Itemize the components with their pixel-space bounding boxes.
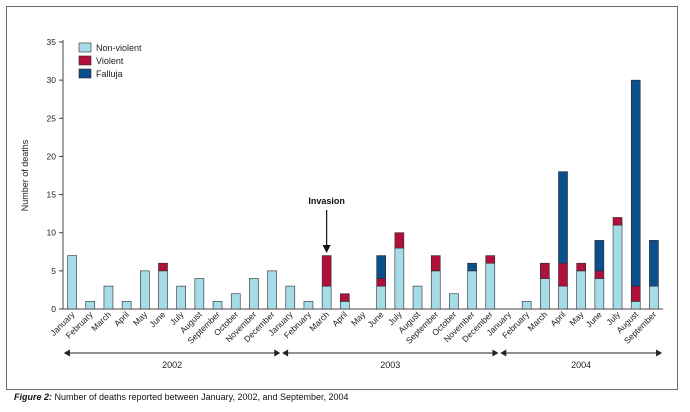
bar-segment-non-violent [649, 285, 659, 310]
bar-segment-non-violent [321, 285, 332, 310]
bar-segment-non-violent [212, 301, 223, 310]
bar-segment-non-violent [467, 270, 477, 310]
bar-segment-non-violent [412, 285, 423, 310]
bar-segment-non-violent [121, 301, 132, 310]
y-tick-label: 15 [47, 190, 57, 200]
bar-segment-non-violent [612, 224, 623, 310]
legend-swatch [78, 42, 92, 53]
bar-segment-non-violent [194, 278, 205, 310]
bar-segment-falluja [630, 79, 641, 287]
bar-segment-violent [558, 262, 568, 287]
y-tick-label: 20 [47, 151, 57, 161]
year-label: 2002 [162, 360, 182, 370]
bar-segment-non-violent [249, 278, 259, 310]
bar-segment-non-violent [594, 278, 605, 310]
x-tick-label: March [89, 309, 113, 333]
x-tick-label: April [112, 309, 131, 328]
y-tick-label: 30 [47, 75, 57, 85]
figure-caption: Figure 2: Number of deaths reported betw… [14, 392, 349, 402]
bar-segment-falluja [467, 262, 477, 272]
y-tick-label: 25 [47, 113, 57, 123]
legend-label: Falluja [96, 69, 123, 79]
bar-segment-falluja [649, 240, 659, 287]
bar-segment-non-violent [103, 285, 114, 310]
bar-segment-non-violent [394, 247, 405, 310]
year-arrow-right [274, 349, 281, 357]
bar-segment-non-violent [576, 270, 586, 310]
bar-segment-violent [376, 278, 386, 287]
x-tick-label: June [584, 309, 604, 329]
x-tick-label: June [365, 309, 385, 329]
y-tick-label: 10 [47, 228, 57, 238]
bar-segment-non-violent [285, 285, 296, 310]
bar-segment-falluja [594, 240, 605, 272]
legend-swatch [78, 68, 92, 79]
bar-segment-non-violent [230, 293, 241, 310]
bar-segment-non-violent [85, 301, 96, 310]
bar-segment-non-violent [430, 270, 441, 310]
bar-segment-falluja [376, 255, 386, 279]
bar-segment-violent [485, 255, 496, 264]
bar-segment-violent [612, 217, 623, 226]
bar-segment-non-violent [449, 293, 459, 310]
year-label: 2003 [380, 360, 400, 370]
bar-segment-violent [540, 262, 550, 279]
caption-label: Figure 2: [14, 392, 53, 402]
y-tick-label: 5 [51, 266, 56, 276]
bar-segment-non-violent [540, 278, 550, 310]
bar-segment-non-violent [521, 301, 532, 310]
year-arrow-left [63, 349, 70, 357]
x-tick-label: March [525, 309, 549, 333]
year-arrow-right [656, 349, 663, 357]
x-tick-label: May [131, 309, 150, 328]
y-tick-label: 35 [47, 37, 57, 47]
bar-segment-non-violent [376, 285, 386, 310]
bar-segment-violent [394, 232, 405, 249]
bar-segment-non-violent [630, 301, 641, 310]
bar-segment-non-violent [303, 301, 314, 310]
bar-segment-falluja [558, 171, 568, 264]
x-tick-label: April [330, 309, 349, 328]
y-tick-label: 0 [51, 304, 56, 314]
bar-segment-non-violent [558, 285, 568, 310]
bar-segment-non-violent [176, 285, 186, 310]
bar-segment-violent [158, 262, 168, 272]
legend-label: Violent [96, 56, 124, 66]
x-tick-label: April [548, 309, 567, 328]
year-arrow-left [282, 349, 289, 357]
annotation-arrowhead [322, 245, 331, 253]
bar-segment-non-violent [340, 301, 350, 310]
legend-label: Non-violent [96, 43, 142, 53]
bar-segment-non-violent [140, 270, 150, 310]
bar-segment-violent [594, 270, 605, 279]
legend-swatch [78, 55, 92, 66]
bar-segment-non-violent [485, 262, 496, 310]
bar-segment-violent [630, 285, 641, 302]
y-axis-label: Number of deaths [20, 139, 30, 211]
figure-frame: 0 5 10 15 20 25 30 35 Number of deaths January Feb… [6, 6, 678, 390]
bar-segment-violent [340, 293, 350, 302]
x-tick-label: May [349, 309, 368, 328]
year-arrow-right [492, 349, 499, 357]
bar-segment-violent [430, 255, 441, 272]
caption-text: Number of deaths reported between Januar… [52, 392, 349, 402]
bar-segment-non-violent [267, 270, 277, 310]
x-tick-label: May [567, 309, 586, 328]
year-arrow-left [500, 349, 507, 357]
bar-segment-violent [576, 262, 586, 272]
bar-segment-violent [321, 255, 332, 287]
annotation-label: Invasion [308, 196, 345, 206]
bar-segment-non-violent [158, 270, 168, 310]
year-label: 2004 [571, 360, 591, 370]
x-tick-label: June [147, 309, 167, 329]
x-tick-label: March [307, 309, 331, 333]
bar-segment-non-violent [67, 255, 77, 310]
